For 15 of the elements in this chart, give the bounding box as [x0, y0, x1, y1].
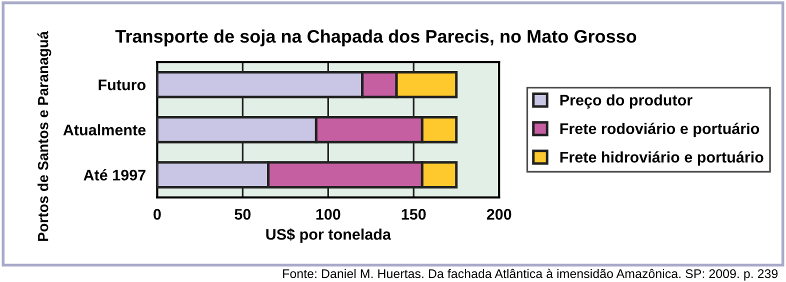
y-tick-label: Até 1997 [84, 169, 146, 181]
legend-label: Preço do produtor [560, 94, 692, 109]
x-tick-label: 100 [316, 208, 340, 220]
y-axis-title: Portos de Santos e Paranaguá [37, 31, 52, 241]
x-tick-label: 150 [402, 208, 426, 220]
x-tick-label: 200 [486, 208, 512, 220]
y-tick-label: Atualmente [63, 124, 146, 136]
y-tick-label: Futuro [98, 80, 146, 90]
x-axis-title: US$ por tonelada [266, 228, 392, 243]
chart-title: Transporte de soja na Chapada dos Parecis, no Mato Grosso [115, 30, 636, 46]
source-note: Fonte: Daniel M. Huertas. Da fachada Atlântica à imensidão Amazônica. SP: 2009. p. 239 [283, 268, 778, 281]
legend-label: Frete hidroviário e portuário [560, 151, 764, 166]
x-tick-label: 50 [234, 208, 251, 220]
x-tick-label: 0 [154, 208, 161, 220]
legend-label: Frete rodoviário e portuário [560, 122, 760, 138]
